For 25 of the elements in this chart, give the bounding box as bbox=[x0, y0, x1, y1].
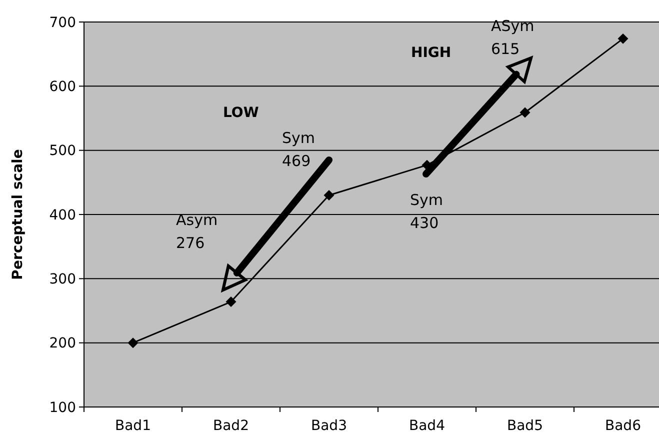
annotation: HIGH bbox=[411, 45, 452, 61]
y-tick-label: 500 bbox=[49, 143, 76, 160]
annotation: Sym 430 bbox=[410, 191, 444, 232]
point bbox=[520, 107, 530, 118]
y-tick-label: 200 bbox=[49, 336, 76, 352]
x-tick-label: Bad1 bbox=[115, 418, 151, 434]
y-tick-label: 300 bbox=[49, 272, 76, 288]
annotation: ASym 615 bbox=[491, 17, 534, 58]
y-tick-label: 700 bbox=[49, 14, 76, 31]
x-tick-label: Bad3 bbox=[311, 418, 347, 434]
point bbox=[324, 190, 334, 200]
y-tick-label: 100 bbox=[49, 400, 76, 416]
point bbox=[226, 296, 236, 308]
annotation: Sym 469 bbox=[282, 129, 316, 170]
x-tick-label: Bad5 bbox=[507, 418, 543, 434]
x-tick-label: Bad6 bbox=[605, 418, 642, 434]
annotation: Asym 276 bbox=[176, 211, 218, 252]
y-axis-title: Perceptual scale bbox=[10, 149, 26, 280]
point bbox=[128, 338, 138, 348]
point bbox=[618, 33, 628, 44]
y-tick-label: 400 bbox=[49, 207, 76, 224]
annotation: LOW bbox=[223, 105, 259, 121]
x-tick-label: Bad2 bbox=[213, 418, 249, 434]
x-tick-label: Bad4 bbox=[409, 418, 446, 434]
y-tick-label: 600 bbox=[49, 79, 76, 96]
